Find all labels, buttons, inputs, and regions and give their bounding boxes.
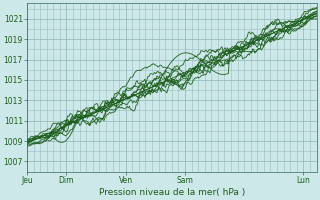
X-axis label: Pression niveau de la mer( hPa ): Pression niveau de la mer( hPa ) <box>99 188 245 197</box>
